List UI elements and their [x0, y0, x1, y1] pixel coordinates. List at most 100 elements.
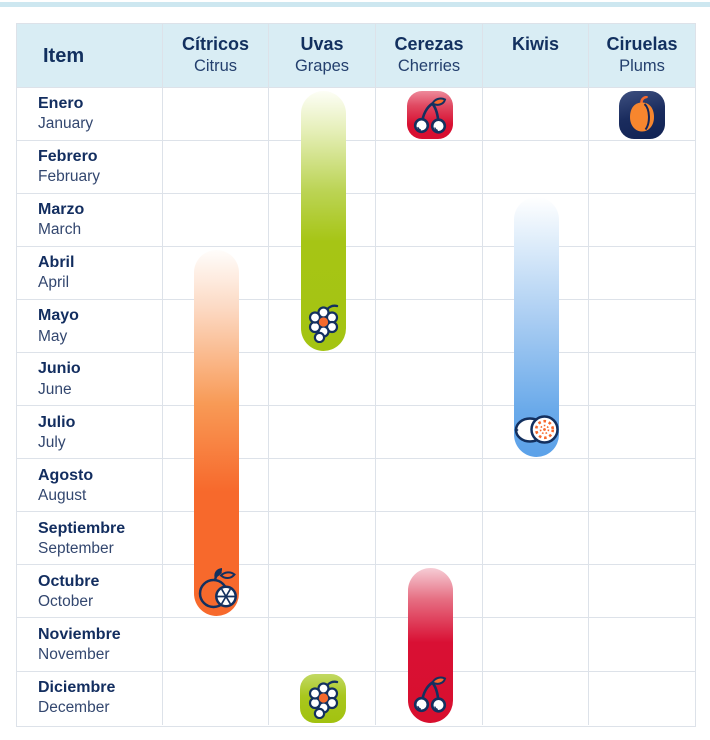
grid-cell — [163, 565, 269, 619]
month-name-es: Julio — [38, 413, 76, 431]
month-name-en: March — [38, 221, 82, 239]
header-cherries-es: Cerezas — [394, 34, 464, 55]
grid-cell — [163, 141, 269, 195]
grid-cell — [376, 141, 483, 195]
month-name-en: February — [38, 168, 101, 186]
grid-cell — [376, 406, 483, 460]
grid-cell — [376, 618, 483, 672]
grid-cell — [483, 247, 589, 301]
month-name-es: Abril — [38, 254, 75, 272]
grid-cell — [376, 671, 483, 725]
grid-cell — [483, 141, 589, 195]
month-name-es: Marzo — [38, 201, 85, 219]
grid-cell — [483, 512, 589, 566]
grid-cell — [163, 88, 269, 142]
month-cell-marzo: Marzo March — [17, 194, 163, 248]
header-item: Item — [17, 24, 163, 88]
month-name-es: Mayo — [38, 307, 79, 325]
grid-cell — [269, 406, 376, 460]
grid-cell — [376, 512, 483, 566]
month-name-es: Noviembre — [38, 625, 121, 643]
header-cherries: Cerezas Cherries — [376, 24, 483, 88]
header-cherries-en: Cherries — [397, 57, 461, 76]
month-name-en: June — [38, 380, 72, 398]
grid-cell — [483, 406, 589, 460]
grid-cell — [483, 353, 589, 407]
month-cell-julio: Julio July — [17, 406, 163, 460]
grid-cell — [589, 459, 695, 513]
grid-cell — [269, 353, 376, 407]
grid-cell — [269, 247, 376, 301]
grid-cell — [376, 565, 483, 619]
month-name-es: Junio — [38, 360, 81, 378]
month-name-en: November — [38, 645, 110, 663]
month-cell-abril: Abril April — [17, 247, 163, 301]
grid-cell — [589, 300, 695, 354]
header-kiwis: Kiwis — [483, 24, 589, 88]
grid-cell — [269, 194, 376, 248]
grid-cell — [163, 353, 269, 407]
grid-cell — [269, 141, 376, 195]
month-name-es: Enero — [38, 95, 84, 113]
grid-cell — [376, 353, 483, 407]
grid-cell — [589, 406, 695, 460]
month-name-en: July — [38, 433, 66, 451]
grid-cell — [376, 300, 483, 354]
grid-cell — [269, 459, 376, 513]
grid-cell — [163, 300, 269, 354]
month-name-en: August — [38, 486, 87, 504]
month-name-en: December — [38, 699, 110, 717]
header-grapes: Uvas Grapes — [269, 24, 376, 88]
item-label: Item — [43, 44, 85, 67]
grid-cell — [483, 459, 589, 513]
month-cell-diciembre: Diciembre December — [17, 671, 163, 725]
month-cell-febrero: Febrero February — [17, 141, 163, 195]
grid-cell — [269, 512, 376, 566]
grid-cell — [589, 141, 695, 195]
month-cell-octubre: Octubre October — [17, 565, 163, 619]
month-name-en: May — [38, 327, 68, 345]
header-kiwis-es: Kiwis — [511, 34, 559, 55]
grid-cell — [163, 194, 269, 248]
grid-cell — [163, 671, 269, 725]
month-cell-agosto: Agosto August — [17, 459, 163, 513]
seasonal-calendar-table: Item Cítricos Citrus Uvas Grapes Cerezas… — [16, 23, 696, 727]
month-name-en: October — [38, 592, 94, 610]
header-citrus: Cítricos Citrus — [163, 24, 269, 88]
month-name-es: Diciembre — [38, 679, 116, 697]
month-cell-noviembre: Noviembre November — [17, 618, 163, 672]
month-cell-septiembre: Septiembre September — [17, 512, 163, 566]
month-name-es: Octubre — [38, 572, 100, 590]
grid-cell — [589, 353, 695, 407]
grid-cell — [269, 618, 376, 672]
grid-cell — [163, 406, 269, 460]
grid-cell — [589, 88, 695, 142]
grid-cell — [269, 88, 376, 142]
header-citrus-es: Cítricos — [181, 34, 250, 55]
grid-cell — [589, 247, 695, 301]
grid-cell — [483, 565, 589, 619]
grid-cell — [589, 565, 695, 619]
grid-cell — [483, 618, 589, 672]
header-plums: Ciruelas Plums — [589, 24, 695, 88]
grid-cell — [163, 618, 269, 672]
grid-cell — [483, 88, 589, 142]
grid-cell — [269, 300, 376, 354]
grid-cell — [163, 247, 269, 301]
month-name-es: Agosto — [38, 466, 94, 484]
grid-cell — [483, 671, 589, 725]
grid-cell — [376, 194, 483, 248]
grid-cell — [376, 459, 483, 513]
grid-cell — [589, 618, 695, 672]
grid-cell — [376, 247, 483, 301]
month-name-en: January — [38, 115, 94, 133]
month-name-es: Febrero — [38, 148, 98, 166]
month-cell-junio: Junio June — [17, 353, 163, 407]
grid-cell — [589, 194, 695, 248]
header-citrus-en: Citrus — [193, 57, 238, 76]
grid-cell — [269, 671, 376, 725]
grid-cell — [163, 512, 269, 566]
grid-cell — [269, 565, 376, 619]
month-name-es: Septiembre — [38, 519, 126, 537]
top-accent-strip — [0, 2, 710, 7]
